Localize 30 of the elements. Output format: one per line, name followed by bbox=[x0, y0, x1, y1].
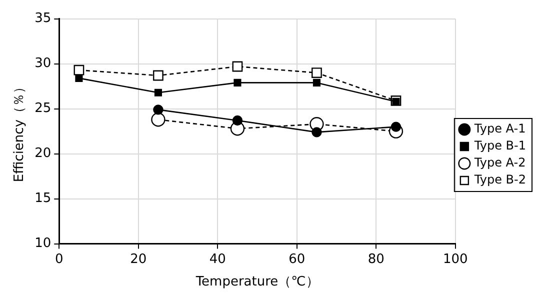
point bbox=[153, 70, 164, 81]
legend-label: Type A-1 bbox=[473, 122, 526, 136]
legend-label: Type A-2 bbox=[473, 156, 526, 170]
y-tick-label: 30 bbox=[34, 56, 52, 72]
x-tick-label: 100 bbox=[443, 252, 468, 267]
point bbox=[312, 78, 321, 86]
y-tick-label: 15 bbox=[34, 191, 52, 206]
point bbox=[234, 78, 242, 86]
point bbox=[151, 112, 166, 127]
point bbox=[232, 115, 243, 126]
x-tick-label: 20 bbox=[130, 252, 147, 267]
y-tick-label: 10 bbox=[34, 236, 52, 252]
x-axis-title: Temperature（℃） bbox=[194, 274, 319, 290]
x-tick-label: 60 bbox=[288, 252, 306, 267]
point bbox=[312, 127, 322, 138]
point bbox=[75, 74, 83, 82]
x-tick-label: 40 bbox=[209, 252, 226, 267]
y-tick-label: 25 bbox=[34, 101, 52, 116]
x-tick-label: 0 bbox=[55, 252, 64, 267]
point bbox=[74, 64, 84, 76]
y-tick-label: 35 bbox=[34, 11, 52, 26]
legend-label: Type B-2 bbox=[473, 172, 526, 187]
point bbox=[312, 68, 322, 78]
point bbox=[154, 88, 162, 96]
legend-label: Type B-1 bbox=[473, 138, 526, 153]
point bbox=[232, 61, 243, 72]
point bbox=[153, 104, 164, 115]
y-tick-label: 20 bbox=[34, 146, 52, 162]
x-tick-label: 80 bbox=[368, 252, 384, 267]
y-axis-title: Efficiency（％） bbox=[12, 80, 28, 182]
